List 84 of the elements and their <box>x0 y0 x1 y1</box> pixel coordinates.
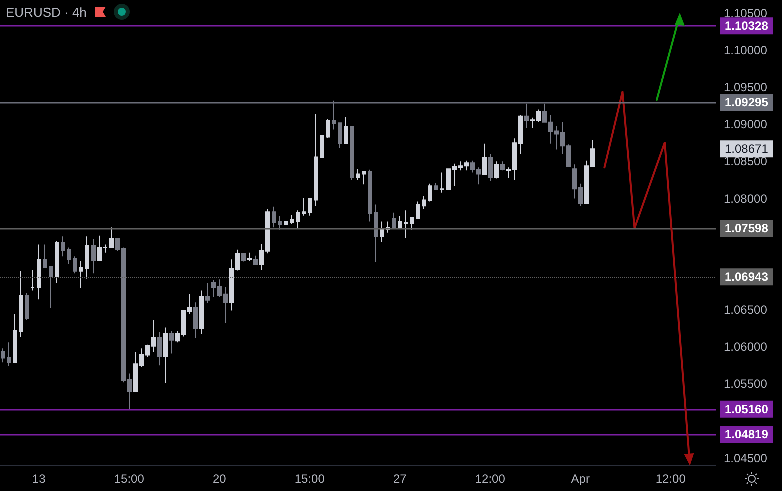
candlestick <box>169 331 174 354</box>
candlestick <box>37 244 41 300</box>
candlestick <box>500 161 505 172</box>
candlestick <box>247 252 252 262</box>
candlestick <box>290 214 294 224</box>
candlestick <box>326 118 330 138</box>
ref-line-label: 1.06943 <box>725 270 769 284</box>
y-tick-label: 1.09500 <box>724 80 768 95</box>
x-tick-label: 13 <box>32 472 46 486</box>
y-tick-label: 1.08500 <box>724 154 768 169</box>
candlestick <box>320 135 324 158</box>
y-tick-label: 1.05500 <box>724 377 768 392</box>
candlestick <box>392 212 396 228</box>
candlestick <box>524 103 529 129</box>
candlestick <box>241 253 246 262</box>
candlestick <box>338 122 342 149</box>
x-tick-label: 12:00 <box>656 472 686 486</box>
candlestick <box>404 210 408 239</box>
y-tick-label: 1.08000 <box>724 192 768 206</box>
candlestick <box>193 302 198 339</box>
candlestick <box>163 327 168 384</box>
x-tick-label: 15:00 <box>114 472 145 486</box>
candlestick <box>332 100 336 130</box>
x-tick-label: 20 <box>212 472 227 486</box>
candlestick <box>13 314 17 364</box>
candlestick <box>410 218 414 230</box>
candlestick <box>380 221 384 244</box>
ref-line-label: 1.09295 <box>725 96 769 110</box>
candlestick <box>157 332 162 366</box>
ref-line-label: 1.10328 <box>725 19 769 34</box>
ref-line-label: 1.07598 <box>725 222 769 236</box>
candlestick <box>374 204 378 264</box>
y-tick-label: 1.06500 <box>724 303 768 317</box>
ref-line-label: 1.04819 <box>725 428 769 442</box>
candlestick <box>91 239 96 274</box>
candlestick <box>199 290 204 335</box>
y-tick-label: 1.04500 <box>724 451 768 466</box>
candlestick <box>482 143 487 176</box>
candlestick <box>67 247 71 265</box>
x-tick-label: 15:00 <box>294 472 326 486</box>
candlestick <box>350 126 354 181</box>
candlestick <box>434 182 438 190</box>
candlestick <box>253 255 258 266</box>
candlestick <box>205 282 210 304</box>
candlestick <box>494 161 499 180</box>
y-tick-label: 1.06000 <box>724 340 768 354</box>
candlestick <box>55 240 59 284</box>
candlestick <box>43 244 47 269</box>
candlestick <box>73 256 77 274</box>
candlestick <box>416 201 420 220</box>
candlestick <box>440 172 444 194</box>
candlestick <box>344 116 348 144</box>
x-tick-label: 27 <box>393 472 408 486</box>
candlestick <box>85 236 89 280</box>
candlestick <box>356 168 360 181</box>
candlestick <box>296 210 300 229</box>
candlestick <box>19 270 23 338</box>
candlestick <box>314 114 318 207</box>
candlestick <box>61 236 65 258</box>
y-tick-label: 1.09000 <box>724 118 768 132</box>
candlestick <box>308 198 312 216</box>
x-tick-label: Apr <box>571 472 590 486</box>
candlestick <box>488 154 493 182</box>
candlestick <box>272 206 276 228</box>
candlestick <box>1 348 5 364</box>
y-tick-label: 1.10000 <box>724 43 768 58</box>
candlestick <box>362 172 366 186</box>
candlestick <box>79 260 83 289</box>
candlestick <box>31 269 35 292</box>
chart-title: EURUSD · 4h <box>6 4 87 20</box>
candlestick <box>368 169 372 222</box>
candlestick <box>49 266 53 310</box>
candlestick <box>428 183 432 202</box>
candlestick <box>25 292 29 321</box>
y-tick-label: 1.10500 <box>724 6 768 20</box>
candlestick <box>398 216 402 229</box>
x-tick-label: 12:00 <box>475 472 506 486</box>
candlestick <box>7 342 11 367</box>
candlestick <box>284 221 288 226</box>
text: 1.08671 <box>725 142 769 156</box>
ref-line-label: 1.05160 <box>725 402 769 416</box>
candlestick <box>422 196 426 210</box>
candlestick <box>278 216 282 230</box>
candlestick <box>302 198 306 216</box>
